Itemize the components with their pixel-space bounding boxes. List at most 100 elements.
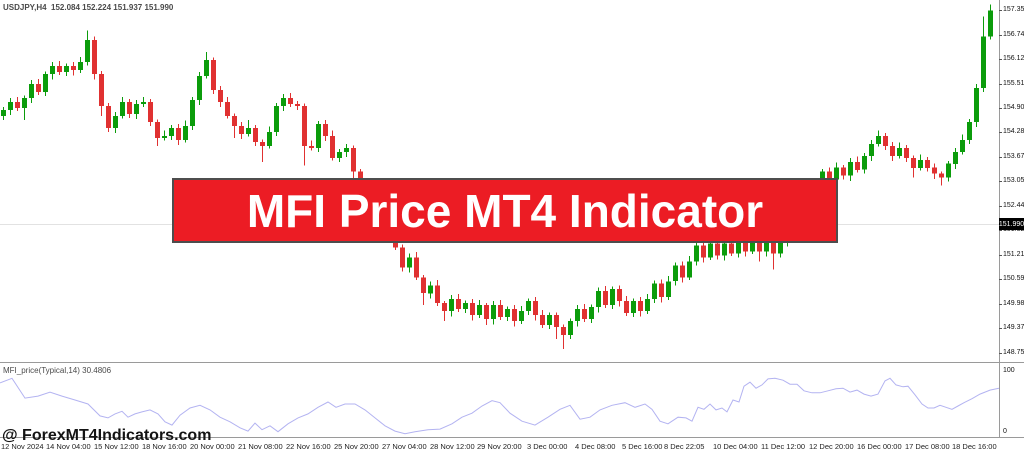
candle-body xyxy=(36,84,41,93)
candle-body xyxy=(505,309,510,318)
promo-banner-title: MFI Price MT4 Indicator xyxy=(246,184,764,237)
indicator-scale-max: 100 xyxy=(1003,367,1015,374)
candle-body xyxy=(904,147,909,158)
candle-body xyxy=(638,301,643,312)
price-axis-label: 149.985 xyxy=(1003,300,1024,307)
time-axis-label: 10 Dec 04:00 xyxy=(713,442,758,451)
price-axis-label: 152.440 xyxy=(1003,202,1024,209)
price-axis-tick xyxy=(999,84,1002,85)
price-axis-tick xyxy=(999,157,1002,158)
price-axis-tick xyxy=(999,206,1002,207)
price-axis-tick xyxy=(999,279,1002,280)
candle-body xyxy=(652,283,657,300)
time-axis-label: 3 Dec 00:00 xyxy=(527,442,568,451)
candle-body xyxy=(449,299,454,312)
candle-body xyxy=(155,121,160,138)
time-axis-label: 29 Nov 20:00 xyxy=(477,442,522,451)
candle-body xyxy=(519,311,524,322)
candle-body xyxy=(428,285,433,294)
candle-body xyxy=(988,10,993,37)
time-axis-label: 16 Dec 00:00 xyxy=(857,442,902,451)
candle-body xyxy=(617,289,622,302)
candle-body xyxy=(246,127,251,134)
candle-body xyxy=(967,121,972,140)
candle-body xyxy=(736,241,741,254)
candle-body xyxy=(92,40,97,75)
candle-body xyxy=(232,115,237,126)
candle-body xyxy=(64,66,69,73)
candle-body xyxy=(687,261,692,278)
candle-body xyxy=(435,285,440,304)
candle-body xyxy=(855,161,860,170)
candle-body xyxy=(631,301,636,314)
candle-body xyxy=(834,167,839,180)
candle-body xyxy=(659,283,664,298)
candle-body xyxy=(491,305,496,320)
candle-body xyxy=(106,106,111,128)
price-axis-label: 148.755 xyxy=(1003,349,1024,356)
candle-body xyxy=(743,241,748,252)
panel-separator-top[interactable] xyxy=(0,362,1024,363)
candle-body xyxy=(414,257,419,278)
candle-body xyxy=(85,40,90,63)
price-axis-label: 149.370 xyxy=(1003,324,1024,331)
price-axis-tick xyxy=(999,255,1002,256)
candle-body xyxy=(526,301,531,312)
mfi-indicator-chart[interactable] xyxy=(0,363,999,437)
candle-body xyxy=(708,243,713,258)
time-axis-label: 15 Nov 12:00 xyxy=(94,442,139,451)
candle-body xyxy=(1,110,6,116)
candle-body xyxy=(876,135,881,144)
price-axis-tick xyxy=(999,230,1002,231)
candle-body xyxy=(134,104,139,114)
candle-body xyxy=(302,106,307,146)
candle-body xyxy=(351,147,356,172)
candle-body xyxy=(722,243,727,256)
candle-body xyxy=(554,315,559,328)
mfi-line xyxy=(0,377,999,435)
candle-body xyxy=(603,291,608,306)
time-axis-label: 27 Nov 04:00 xyxy=(382,442,427,451)
price-axis-label: 153.670 xyxy=(1003,153,1024,160)
candle-body xyxy=(568,321,573,335)
candle-body xyxy=(141,102,146,104)
candle-body xyxy=(127,102,132,114)
promo-banner: MFI Price MT4 Indicator xyxy=(172,178,838,243)
candle-body xyxy=(323,123,328,136)
candle-body xyxy=(316,123,321,148)
candle-body xyxy=(701,245,706,258)
candle-body xyxy=(890,145,895,156)
indicator-scale-min: 0 xyxy=(1003,428,1007,435)
candle-body xyxy=(974,88,979,122)
time-axis-label: 12 Dec 20:00 xyxy=(809,442,854,451)
candle-body xyxy=(932,167,937,174)
candle-body xyxy=(400,247,405,268)
candle-body xyxy=(295,104,300,106)
time-axis-label: 18 Nov 16:00 xyxy=(142,442,187,451)
candle-body xyxy=(442,303,447,312)
candle-body xyxy=(253,127,258,142)
candle-body xyxy=(50,66,55,75)
time-axis-label: 12 Nov 2024 xyxy=(1,442,44,451)
candle-body xyxy=(113,115,118,128)
time-axis-label: 22 Nov 16:00 xyxy=(286,442,331,451)
candle-body xyxy=(15,102,20,108)
candle-body xyxy=(344,147,349,152)
candle-body xyxy=(260,141,265,146)
candle-body xyxy=(883,135,888,146)
candle-body xyxy=(78,62,83,71)
candle-body xyxy=(421,277,426,294)
time-axis-label: 4 Dec 08:00 xyxy=(575,442,616,451)
candle-body xyxy=(183,125,188,140)
candle-body xyxy=(624,301,629,314)
candle-body xyxy=(309,145,314,148)
price-axis-label: 150.595 xyxy=(1003,275,1024,282)
candle-body xyxy=(911,157,916,168)
candle-body xyxy=(729,243,734,254)
candle-body xyxy=(218,90,223,102)
candle-body xyxy=(680,265,685,278)
price-axis-label: 155.510 xyxy=(1003,80,1024,87)
time-axis-label: 21 Nov 08:00 xyxy=(238,442,283,451)
panel-separator-bottom[interactable] xyxy=(0,437,1024,438)
